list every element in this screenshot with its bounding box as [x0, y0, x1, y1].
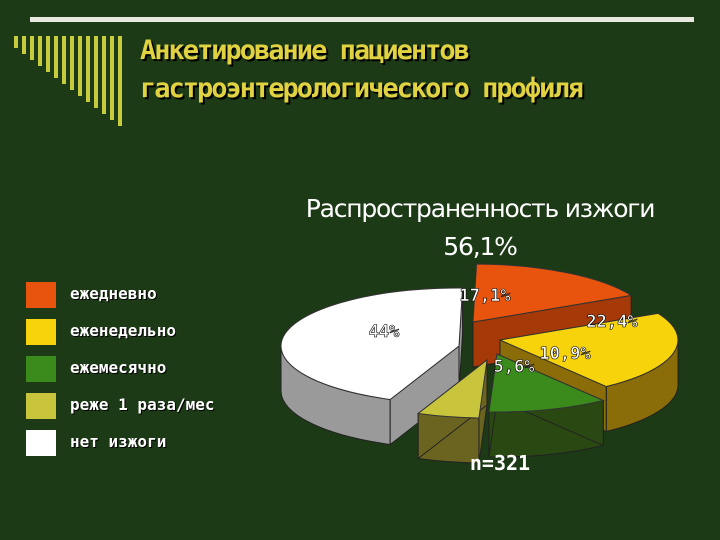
- decor-bar: [22, 36, 26, 54]
- legend-item: еженедельно: [26, 319, 326, 349]
- legend-swatch: [26, 282, 56, 308]
- legend-label: ежемесячно: [70, 358, 167, 377]
- decor-bar: [30, 36, 34, 60]
- pie-data-label: 44%: [369, 322, 400, 342]
- legend-label: еженедельно: [70, 321, 176, 340]
- decor-bar: [86, 36, 90, 102]
- decor-bar: [62, 36, 66, 84]
- legend-swatch: [26, 356, 56, 382]
- decor-bar: [54, 36, 58, 78]
- pie-data-label: 22,4%: [586, 312, 638, 332]
- pie-data-label: 5,6%: [494, 357, 536, 377]
- pie-slice: [416, 358, 488, 419]
- chart-title: Распространенность изжоги 56,1%: [305, 194, 656, 261]
- decor-bar: [46, 36, 50, 72]
- legend-item: ежемесячно: [26, 356, 326, 386]
- decor-bar: [38, 36, 42, 66]
- pie-data-label: 17,1%: [459, 286, 511, 306]
- pie-data-label: 10,9%: [539, 344, 591, 364]
- slide-title: Анкетирование пациентов гастроэнтерологи…: [140, 35, 584, 104]
- sample-size: n=321: [470, 451, 530, 475]
- decor-bar: [70, 36, 74, 90]
- legend-label: ежедневно: [70, 284, 157, 303]
- pie-slice: [280, 287, 464, 401]
- pie-slice: [498, 312, 679, 388]
- decor-bar: [110, 36, 114, 120]
- pie-slice: [488, 353, 605, 413]
- legend-swatch: [26, 319, 56, 345]
- legend-swatch: [26, 430, 56, 456]
- legend-swatch: [26, 393, 56, 419]
- legend-label: нет изжоги: [70, 432, 167, 451]
- decor-bar: [118, 36, 122, 126]
- legend-label: реже 1 раза/мес: [70, 395, 215, 414]
- legend-item: ежедневно: [26, 282, 326, 312]
- decor-bar: [14, 36, 18, 48]
- decor-bar: [102, 36, 106, 114]
- legend-item: реже 1 раза/мес: [26, 393, 326, 423]
- decor-bar: [94, 36, 98, 108]
- decor-bar: [78, 36, 82, 96]
- legend-item: нет изжоги: [26, 430, 326, 460]
- top-rule: [30, 17, 694, 22]
- pie-slice: [472, 263, 633, 323]
